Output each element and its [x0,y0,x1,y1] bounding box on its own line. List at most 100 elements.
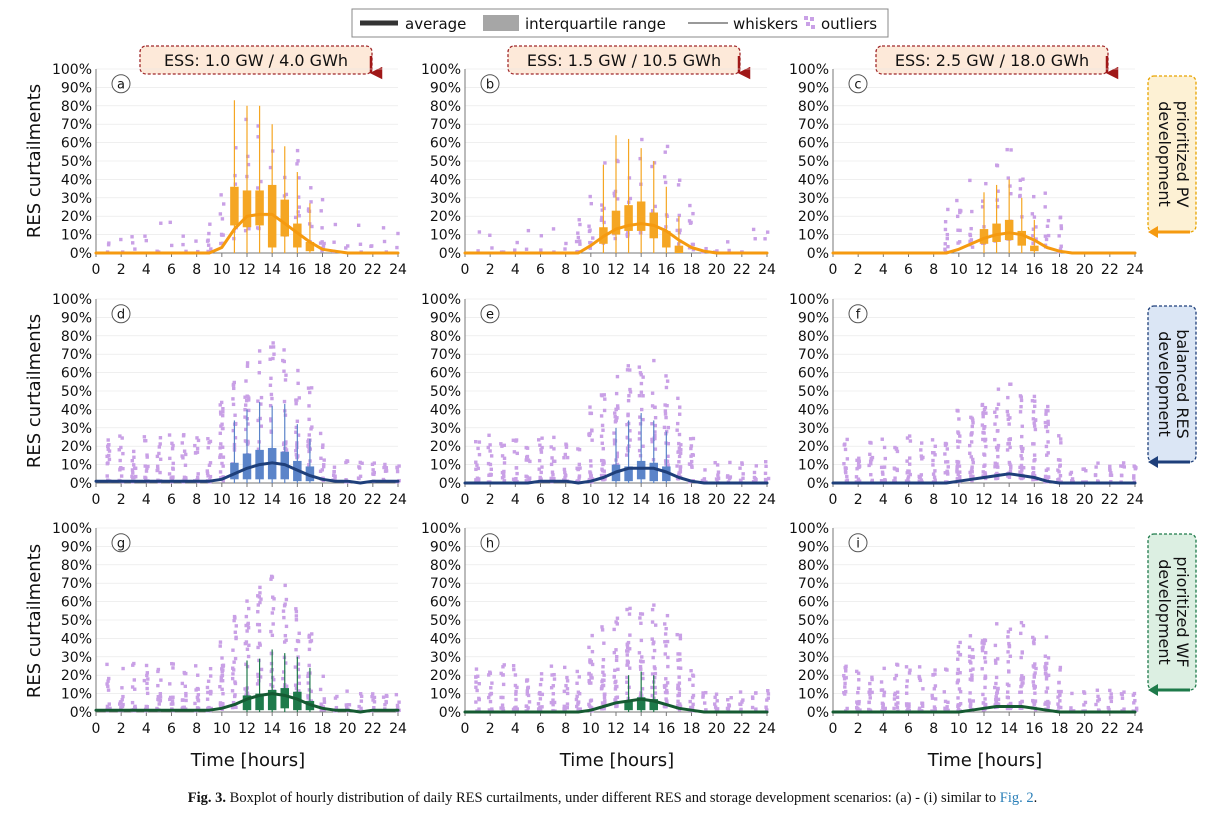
outlier-point [945,470,950,474]
outlier-point [294,425,299,430]
outlier-point [1032,404,1037,408]
outlier-point [208,461,213,465]
outlier-point [270,611,275,615]
outlier-point [168,682,172,686]
outlier-point [955,681,960,685]
y-tick-label: 30% [798,191,829,207]
outlier-point [1069,470,1074,475]
outlier-point [895,662,899,667]
panel-letter: i [856,537,860,552]
outlier-point [473,439,478,444]
outlier-point [995,691,999,695]
outlier-point [307,404,311,408]
outlier-point [628,633,632,637]
outlier-point [1033,427,1038,432]
outlier-point [1043,234,1048,238]
outlier-point [880,437,884,441]
outlier-point [372,695,377,700]
outlier-point [256,418,260,423]
outlier-point [995,448,1000,452]
outlier-point [867,707,871,712]
legend-average-label: average [405,15,466,33]
outlier-point [550,456,554,460]
outlier-point [930,438,935,442]
x-tick-label: 18 [683,721,701,737]
outlier-point [946,207,950,212]
outlier-point [107,676,111,681]
outlier-point [171,666,175,670]
outlier-point [294,609,299,614]
outlier-point [638,415,642,419]
outlier-point [269,345,273,349]
y-tick-label: 100% [789,62,829,78]
caption-link[interactable]: Fig. 2 [999,790,1034,806]
outlier-point [1032,194,1036,199]
outlier-point [196,673,200,677]
outlier-point [588,246,592,250]
outlier-point [184,694,188,698]
outlier-point [677,681,682,685]
outlier-point [870,455,875,460]
outlier-point [233,693,237,697]
outlier-point [322,700,327,704]
outlier-point [639,667,643,671]
outlier-point [513,673,518,677]
outlier-point [588,658,592,662]
outlier-point [562,467,567,472]
outlier-point [1018,187,1023,191]
outlier-point [515,685,519,690]
outlier-point [208,474,213,479]
outlier-point [691,247,696,252]
outlier-point [1020,468,1024,472]
outlier-point [855,700,859,704]
outlier-point [666,441,671,446]
ess-header-col1: ESS: 1.0 GW / 4.0 GWh [139,45,383,80]
outlier-point [626,230,630,234]
outlier-point [944,460,948,464]
outlier-point [602,393,606,397]
outlier-point [297,689,301,693]
x-tick-label: 2 [854,492,863,508]
outlier-point [651,655,655,660]
outlier-point [371,468,375,472]
outlier-point [1058,699,1062,703]
outlier-point [551,692,556,696]
outlier-point [982,641,986,646]
outlier-point [296,368,300,373]
outlier-point [893,476,897,480]
outlier-point [1044,237,1049,242]
outlier-point [306,681,310,685]
outlier-point [1009,148,1013,152]
outlier-point [284,661,288,665]
outlier-point [905,684,909,689]
outlier-point [489,467,493,472]
outlier-point [208,222,212,226]
outlier-point [218,446,222,450]
x-tick-label: 2 [486,262,495,278]
outlier-point [1046,475,1051,479]
x-tick-label: 14 [1000,721,1018,737]
outlier-point [969,440,974,444]
outlier-point [958,640,962,645]
outlier-point [625,649,629,653]
outlier-point [514,697,518,702]
outlier-point [663,622,667,626]
outlier-point [306,674,310,679]
outlier-point [614,648,618,652]
x-tick-label: 4 [511,721,520,737]
outlier-point [1045,429,1050,434]
outlier-point [1043,205,1047,209]
outlier-point [931,673,935,677]
outlier-point [614,391,619,396]
outlier-point [271,341,275,345]
x-tick-label: 12 [607,721,625,737]
outlier-point [246,654,251,659]
outlier-point [119,700,123,704]
outlier-point [627,176,632,180]
outlier-point [638,156,642,161]
outlier-point [905,436,910,440]
outlier-point [294,448,298,453]
outlier-point [477,697,481,702]
outlier-point [231,397,235,401]
outlier-point [613,668,617,673]
